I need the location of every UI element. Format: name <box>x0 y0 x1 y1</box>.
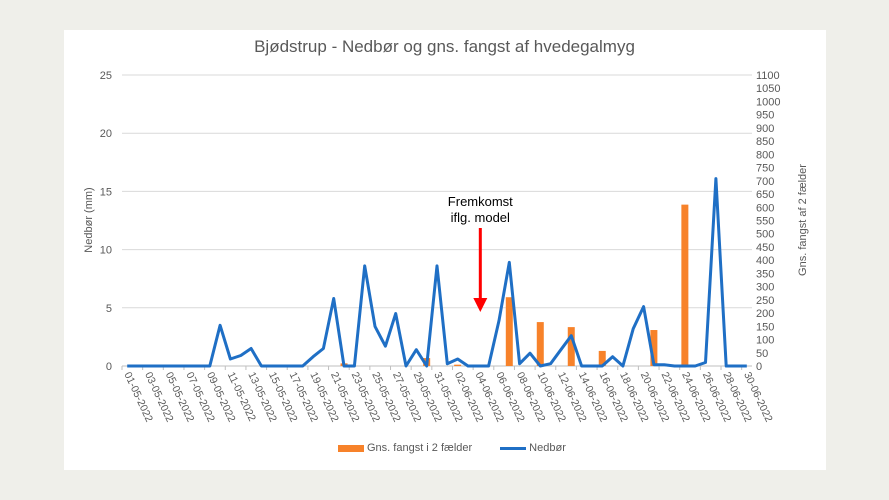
legend-line-label: Nedbør <box>529 442 566 454</box>
line-path <box>127 177 747 368</box>
bar <box>650 330 658 366</box>
y-tick-label: 20 <box>100 128 112 140</box>
y2-axis-label: Gns. fangst af 2 fælder <box>797 164 809 276</box>
y2-tick-label: 250 <box>756 295 774 307</box>
bar <box>505 297 513 366</box>
bar-series <box>340 204 689 366</box>
y2-tick-label: 100 <box>756 335 774 347</box>
y-tick-label: 10 <box>100 245 112 257</box>
annotation-text: iflg. model <box>451 210 510 225</box>
y-tick-label: 15 <box>100 186 112 198</box>
y2-tick-label: 0 <box>756 361 762 373</box>
y-axis-label: Nedbør (mm) <box>83 187 95 252</box>
y2-tick-label: 1000 <box>756 96 780 108</box>
y2-tick-label: 450 <box>756 242 774 254</box>
y-axis-right: 0501001502002503003504004505005506006507… <box>756 70 780 373</box>
y2-tick-label: 900 <box>756 123 774 135</box>
y2-tick-label: 550 <box>756 216 774 228</box>
gridlines <box>122 74 752 367</box>
y2-tick-label: 150 <box>756 321 774 333</box>
bar <box>598 350 606 366</box>
legend: Gns. fangst i 2 fælder Nedbør <box>338 442 566 454</box>
legend-item-line: Nedbør <box>500 442 566 454</box>
bar <box>567 327 575 366</box>
legend-bar-label: Gns. fangst i 2 fælder <box>367 442 473 454</box>
y-axis-left: 0 5 10 15 20 25 <box>100 70 112 373</box>
chart-title: Bjødstrup - Nedbør og gns. fangst af hve… <box>254 37 635 56</box>
line-series <box>127 177 747 368</box>
arrow-down-icon <box>473 298 488 312</box>
y2-tick-label: 50 <box>756 348 768 360</box>
y2-tick-label: 700 <box>756 176 774 188</box>
y2-tick-label: 800 <box>756 149 774 161</box>
y2-tick-label: 750 <box>756 163 774 175</box>
y2-tick-label: 650 <box>756 189 774 201</box>
y2-tick-label: 200 <box>756 308 774 320</box>
line-swatch <box>500 446 527 450</box>
x-axis: 01-05-202203-05-202205-05-202207-05-2022… <box>121 366 775 424</box>
y2-tick-label: 300 <box>756 282 774 294</box>
y-tick-label: 25 <box>100 70 112 82</box>
bar <box>681 204 689 366</box>
y2-tick-label: 500 <box>756 229 774 241</box>
y2-tick-label: 400 <box>756 255 774 267</box>
bar <box>536 322 544 366</box>
y-tick-label: 0 <box>106 361 112 373</box>
y2-tick-label: 350 <box>756 268 774 280</box>
y2-tick-label: 950 <box>756 110 774 122</box>
bar <box>454 364 462 366</box>
legend-item-bar: Gns. fangst i 2 fælder <box>338 442 472 454</box>
bar-swatch <box>338 444 364 452</box>
y2-tick-label: 1100 <box>756 70 780 82</box>
y2-tick-label: 600 <box>756 202 774 214</box>
y-tick-label: 5 <box>106 303 112 315</box>
y2-tick-label: 850 <box>756 136 774 148</box>
y2-tick-label: 1050 <box>756 83 780 95</box>
annotation-text: Fremkomst <box>448 194 513 209</box>
